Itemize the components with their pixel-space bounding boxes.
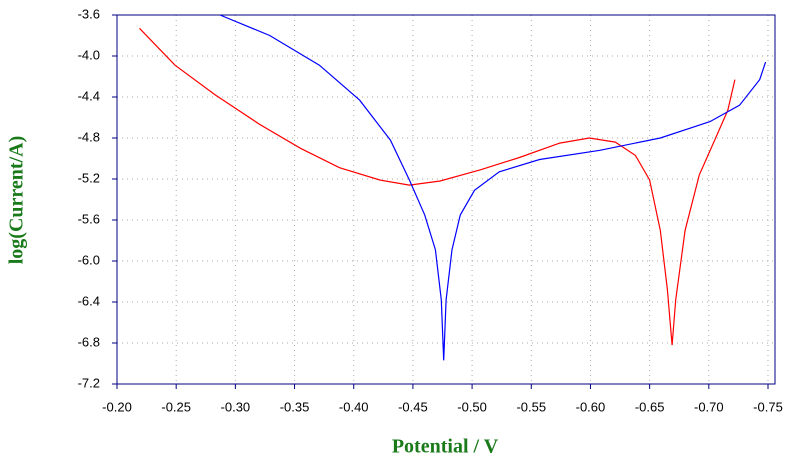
data-line — [219, 14, 767, 361]
y-tick-label: -3.6 — [78, 6, 100, 21]
x-tick-label: -0.35 — [280, 399, 310, 414]
y-axis-label: log(Current/A) — [6, 136, 28, 265]
x-tick-label: -0.50 — [457, 399, 487, 414]
x-tick-label: -0.75 — [753, 399, 783, 414]
y-tick-label: -7.2 — [78, 375, 100, 390]
x-tick-label: -0.70 — [694, 399, 724, 414]
y-tick-label: -6.4 — [78, 293, 100, 308]
y-tick-label: -6.8 — [78, 334, 100, 349]
x-tick-label: -0.20 — [102, 399, 132, 414]
y-tick-label: -4.8 — [78, 129, 100, 144]
y-tick-label: -5.6 — [78, 211, 100, 226]
x-axis-label: Potential / V — [392, 436, 499, 458]
y-tick-label: -5.2 — [78, 170, 100, 185]
y-tick-label: -6.0 — [78, 252, 100, 267]
x-tick-label: -0.40 — [339, 399, 369, 414]
x-tick-label: -0.30 — [221, 399, 251, 414]
plot-frame — [116, 14, 776, 385]
x-tick-label: -0.65 — [635, 399, 665, 414]
y-tick-label: -4.0 — [78, 47, 100, 62]
x-tick-label: -0.60 — [576, 399, 606, 414]
x-tick-label: -0.45 — [398, 399, 428, 414]
data-line — [139, 27, 736, 346]
y-tick-label: -4.4 — [78, 88, 100, 103]
x-tick-label: -0.55 — [516, 399, 546, 414]
x-tick-label: -0.25 — [161, 399, 191, 414]
